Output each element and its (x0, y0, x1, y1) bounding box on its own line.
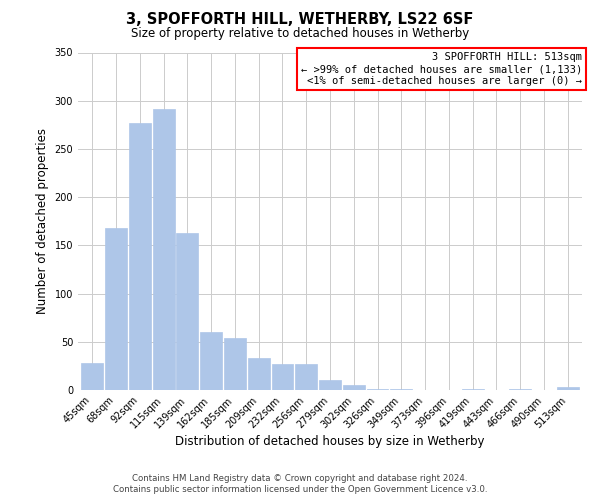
Text: Size of property relative to detached houses in Wetherby: Size of property relative to detached ho… (131, 26, 469, 40)
Bar (200, 332, 222, 390)
Text: Contains HM Land Registry data © Crown copyright and database right 2024.
Contai: Contains HM Land Registry data © Crown c… (113, 474, 487, 494)
Text: 3 SPOFFORTH HILL: 513sqm
← >99% of detached houses are smaller (1,133)
<1% of se: 3 SPOFFORTH HILL: 513sqm ← >99% of detac… (301, 52, 582, 86)
Bar (176, 233, 198, 390)
Bar (272, 364, 293, 390)
Bar (82, 363, 103, 390)
Bar (367, 389, 388, 390)
Text: 3, SPOFFORTH HILL, WETHERBY, LS22 6SF: 3, SPOFFORTH HILL, WETHERBY, LS22 6SF (127, 12, 473, 28)
Bar (248, 358, 269, 390)
Bar (152, 110, 175, 390)
Bar (319, 380, 341, 390)
Y-axis label: Number of detached properties: Number of detached properties (36, 128, 49, 314)
Bar (462, 389, 484, 390)
Bar (509, 389, 531, 390)
X-axis label: Distribution of detached houses by size in Wetherby: Distribution of detached houses by size … (175, 436, 485, 448)
Bar (105, 228, 127, 390)
Bar (129, 123, 151, 390)
Bar (343, 385, 365, 390)
Bar (557, 387, 578, 390)
Bar (224, 338, 246, 390)
Bar (391, 389, 412, 390)
Bar (295, 364, 317, 390)
